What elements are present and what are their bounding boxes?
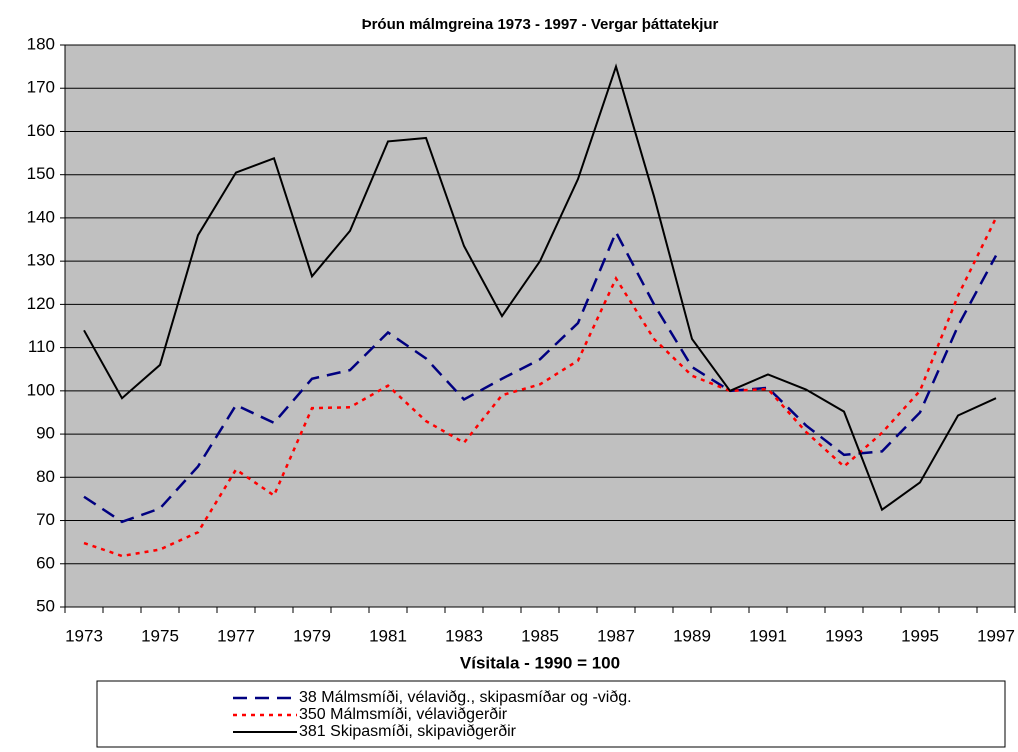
x-tick-label: 1973	[65, 626, 103, 645]
legend-label: 38 Málmsmíði, vélaviðg., skipasmíðar og …	[299, 689, 632, 706]
plot-area	[65, 45, 1015, 607]
y-tick-label: 90	[36, 424, 55, 443]
x-tick-label: 1997	[977, 626, 1015, 645]
legend-box	[96, 680, 1006, 748]
y-tick-label: 170	[27, 78, 55, 97]
x-tick-label: 1989	[673, 626, 711, 645]
y-tick-label: 180	[27, 34, 55, 53]
y-tick-label: 60	[36, 553, 55, 572]
y-tick-label: 150	[27, 164, 55, 183]
x-tick-label: 1991	[749, 626, 787, 645]
x-tick-label: 1985	[521, 626, 559, 645]
y-tick-label: 120	[27, 294, 55, 313]
series-line	[83, 217, 998, 558]
y-tick-label: 70	[36, 510, 55, 529]
plot-border	[64, 44, 1016, 608]
x-tick-label: 1995	[901, 626, 939, 645]
legend-label: 381 Skipasmíði, skipaviðgerðir	[299, 723, 517, 740]
legend-label: 350 Málmsmíði, vélaviðgerðir	[299, 706, 508, 723]
x-axis-title: Vísitala - 1990 = 100	[460, 653, 620, 672]
x-tick-label: 1977	[217, 626, 255, 645]
y-tick-label: 140	[27, 207, 55, 226]
x-tick-label: 1993	[825, 626, 863, 645]
y-tick-label: 160	[27, 121, 55, 140]
chart-title: Þróun málmgreina 1973 - 1997 - Vergar þá…	[362, 16, 719, 33]
y-tick-label: 110	[28, 337, 55, 356]
y-tick-label: 100	[27, 380, 55, 399]
series-line	[83, 229, 998, 524]
x-tick-label: 1981	[369, 626, 407, 645]
x-tick-label: 1987	[597, 626, 635, 645]
x-tick-label: 1979	[293, 626, 331, 645]
x-tick-label: 1983	[445, 626, 483, 645]
series-line	[83, 63, 997, 512]
x-tick-label: 1975	[141, 626, 179, 645]
y-tick-label: 130	[27, 251, 55, 270]
y-tick-label: 50	[36, 596, 55, 615]
y-tick-label: 80	[36, 467, 55, 486]
